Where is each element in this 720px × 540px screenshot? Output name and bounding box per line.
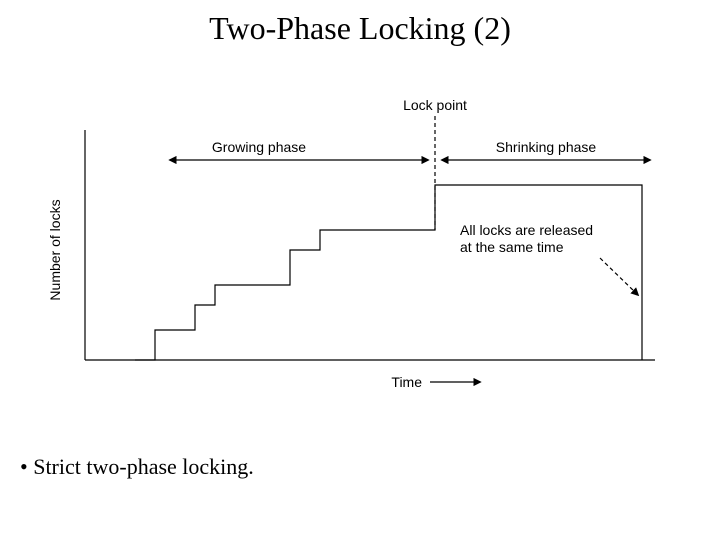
page-title: Two-Phase Locking (2) (0, 10, 720, 47)
shrinking-phase-label: Shrinking phase (496, 139, 597, 155)
release-arrow (600, 258, 638, 295)
y-axis-label: Number of locks (47, 199, 63, 300)
release-text-2: at the same time (460, 239, 564, 255)
x-axis-label: Time (391, 374, 422, 390)
lock-point-label: Lock point (403, 97, 467, 113)
two-phase-locking-diagram: Number of locks Lock point Growing phase… (40, 80, 680, 410)
release-text-1: All locks are released (460, 222, 593, 238)
locks-step-line (135, 185, 642, 360)
bullet-strict-2pl: • Strict two-phase locking. (20, 454, 254, 480)
growing-phase-label: Growing phase (212, 139, 306, 155)
